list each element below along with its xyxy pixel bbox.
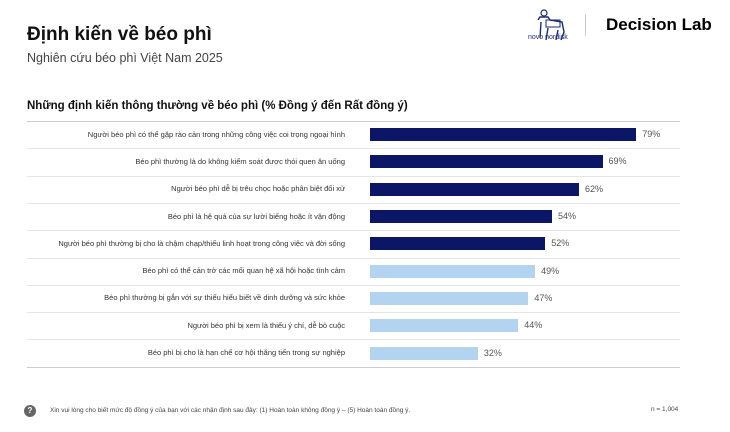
value-label: 79% (642, 129, 661, 140)
value-label: 52% (551, 238, 570, 249)
row-divider (27, 366, 680, 368)
category-label: Người béo phì bị xem là thiếu ý chí, dễ … (187, 320, 345, 330)
value-label: 47% (534, 292, 553, 303)
row-divider (27, 230, 680, 232)
category-label: Béo phì là hệ quả của sự lười biếng hoặc… (167, 211, 345, 221)
page-subtitle: Nghiên cứu béo phì Việt Nam 2025 (27, 51, 223, 65)
novo-nordisk-bull-logo-icon (537, 9, 565, 41)
bar (370, 346, 478, 360)
bar (370, 155, 603, 169)
row-divider (27, 148, 680, 150)
bar (370, 237, 546, 251)
row-divider (27, 257, 680, 259)
row-divider (27, 312, 680, 314)
bar (370, 319, 519, 333)
page-title: Định kiến về béo phì (27, 24, 212, 45)
row-divider (27, 284, 680, 286)
sample-size: n = 1,004 (651, 406, 679, 413)
footnote: Xin vui lòng cho biết mức độ đồng ý của … (50, 407, 411, 414)
logo-divider (585, 14, 586, 36)
category-label: Người béo phì thường bị cho là chậm chạp… (58, 238, 345, 248)
category-label: Béo phì thường bị gắn với sự thiếu hiểu … (104, 293, 345, 303)
row-divider (27, 175, 680, 177)
value-label: 69% (608, 156, 627, 167)
bar (370, 210, 552, 224)
category-label: Béo phì bị cho là hạn chế cơ hội thăng t… (147, 348, 345, 358)
row-divider (27, 121, 680, 122)
novo-nordisk-wordmark: novo nordisk (528, 34, 568, 41)
category-label: Người béo phì có thể gặp rào cản trong n… (87, 129, 345, 139)
value-label: 32% (483, 347, 502, 358)
category-label: Người béo phì dễ bị trêu chọc hoặc phân … (171, 184, 345, 194)
question-icon: ? (24, 405, 36, 417)
row-divider (27, 339, 680, 341)
value-label: 62% (584, 183, 603, 194)
row-divider (27, 202, 680, 204)
category-label: Béo phì có thể cản trở các mối quan hệ x… (142, 266, 345, 276)
bar (370, 128, 637, 142)
value-label: 44% (524, 320, 543, 331)
bar (370, 264, 536, 278)
bar (370, 291, 529, 305)
category-label: Béo phì thường là do không kiểm soát đượ… (135, 156, 345, 166)
value-label: 54% (557, 211, 576, 222)
bar (370, 182, 579, 196)
chart-title: Những định kiến thông thường về béo phì … (27, 100, 408, 112)
decision-lab-logo: Decision Lab (606, 15, 712, 34)
value-label: 49% (541, 265, 560, 276)
